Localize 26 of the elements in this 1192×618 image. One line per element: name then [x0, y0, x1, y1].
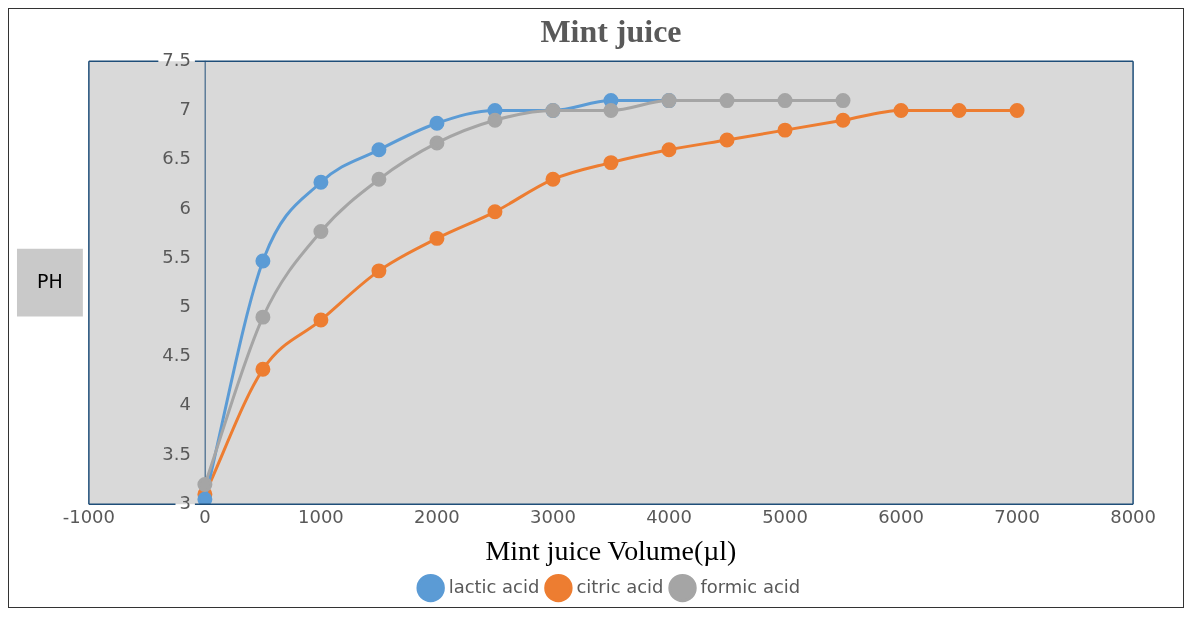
- y-tick-label: 7.5: [162, 48, 191, 70]
- y-tick-label: 4.5: [162, 344, 191, 366]
- x-tick-label: -1000: [62, 505, 115, 527]
- x-tick-label: 4000: [646, 505, 692, 527]
- legend-label: lactic acid: [448, 575, 540, 597]
- x-tick-label: 3000: [530, 505, 576, 527]
- x-tick-label: 5000: [762, 505, 808, 527]
- y-tick-label: 3: [179, 491, 191, 513]
- y-tick-label: 5.5: [162, 245, 191, 267]
- x-tick-label: 6000: [878, 505, 924, 527]
- y-tick-label: 6.5: [162, 147, 191, 169]
- x-tick-label: 7000: [994, 505, 1040, 527]
- y-tick-label: 3.5: [162, 442, 191, 464]
- y-axis-title: PH: [37, 269, 63, 292]
- legend-label: formic acid: [700, 575, 801, 597]
- x-axis-title: Mint juice Volume(µl): [485, 534, 737, 566]
- x-tick-label: 8000: [1110, 505, 1156, 527]
- x-tick-label: 0: [199, 505, 211, 527]
- legend-label: citric acid: [576, 575, 664, 597]
- y-tick-label: 5: [179, 294, 191, 316]
- x-tick-label: 2000: [414, 505, 460, 527]
- chart-title: Mint juice: [540, 14, 682, 50]
- y-tick-label: 7: [179, 98, 191, 120]
- x-tick-label: 1000: [298, 505, 344, 527]
- y-tick-label: 4: [179, 393, 191, 415]
- y-tick-label: 6: [179, 196, 191, 218]
